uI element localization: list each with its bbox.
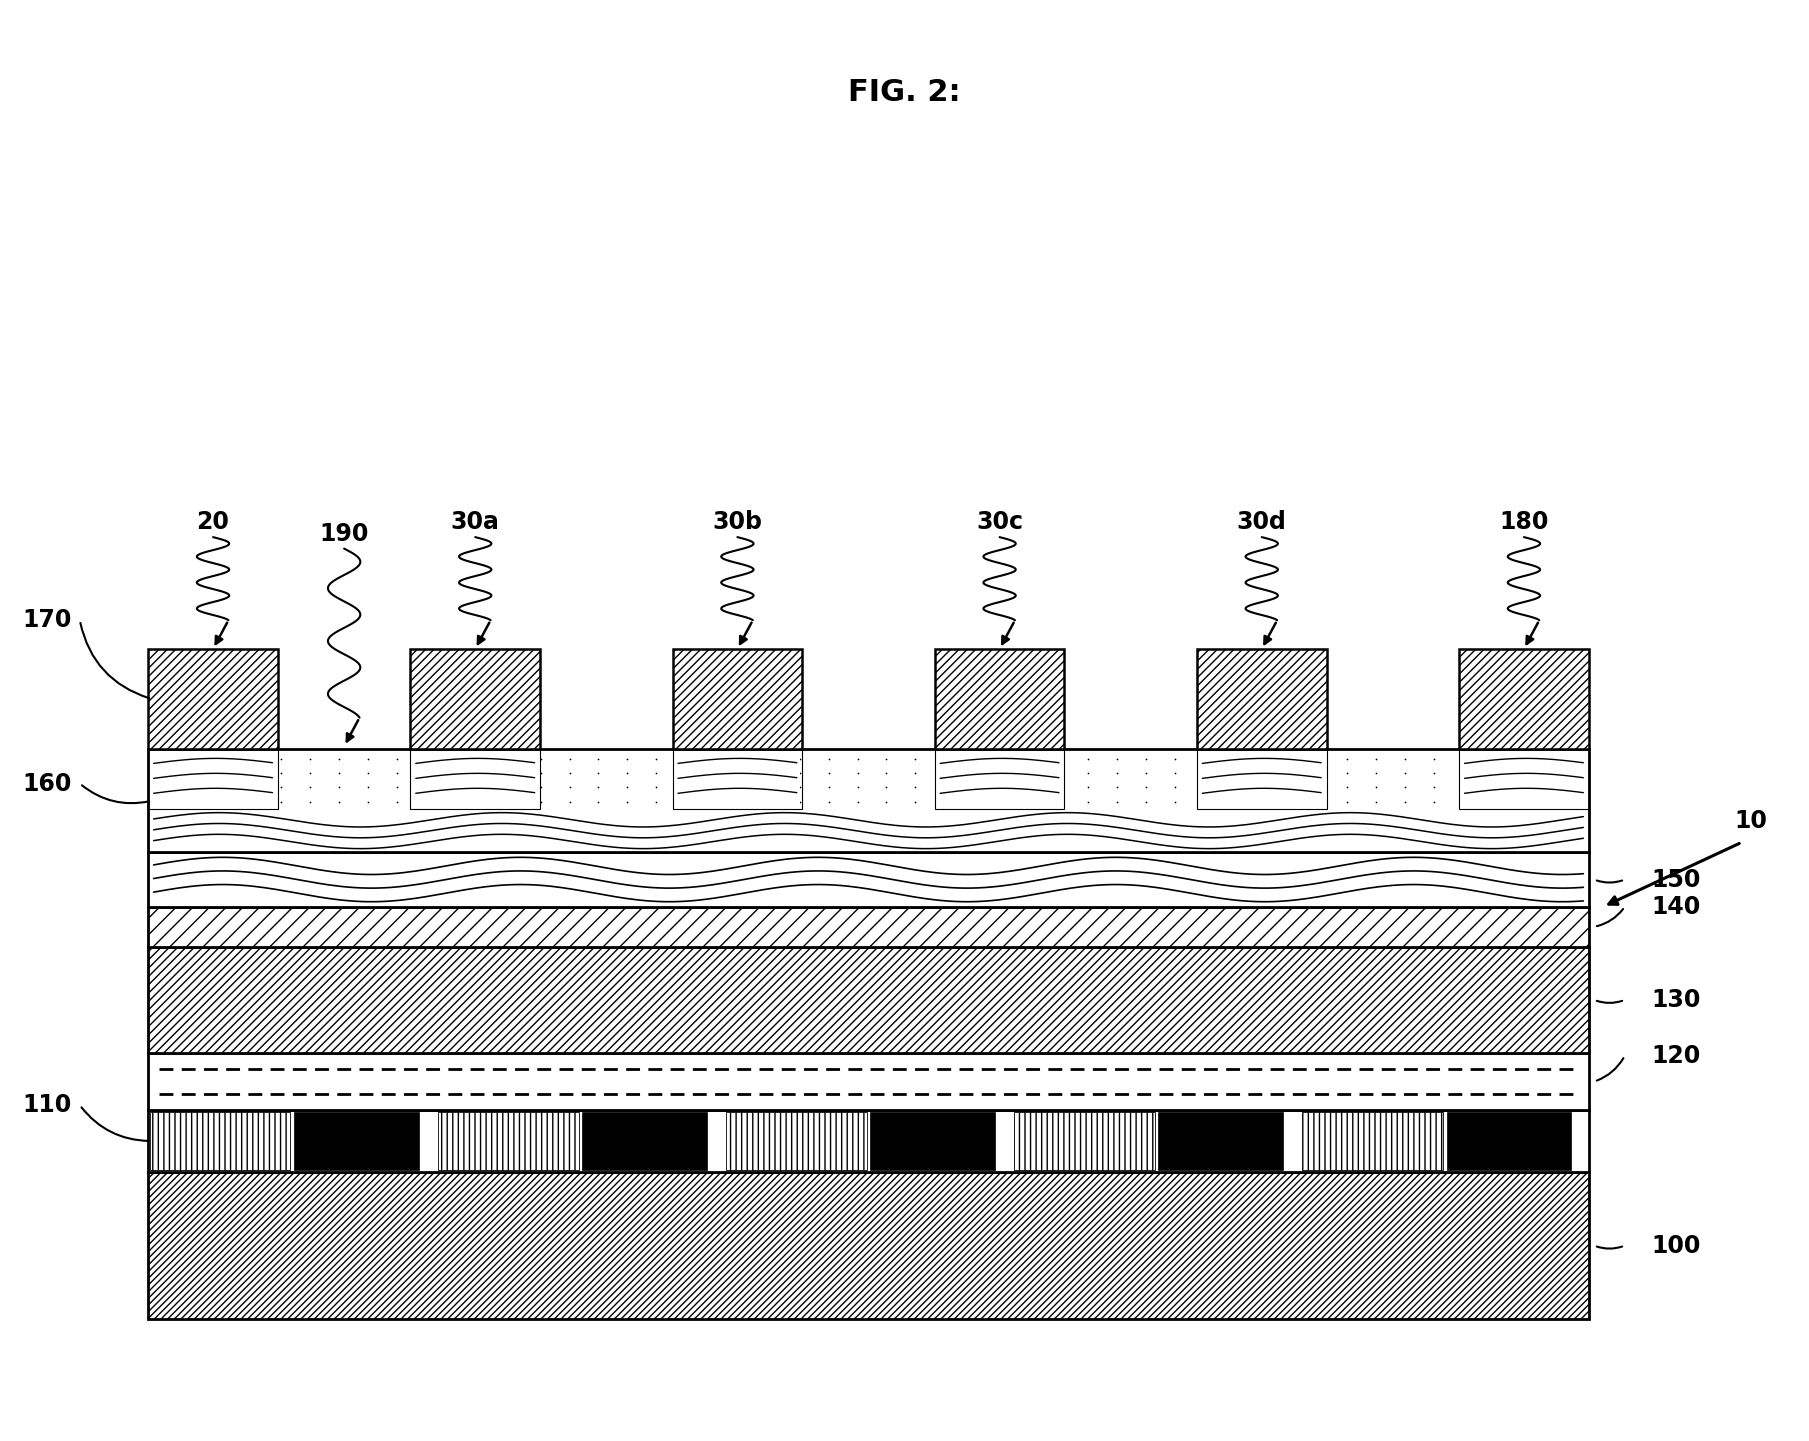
Text: 160: 160 [22,771,72,795]
Bar [725,1111,867,1170]
Bar [675,751,800,808]
Text: 170: 170 [22,608,72,633]
Bar [148,1172,1588,1320]
Text: 120: 120 [1652,1043,1700,1068]
Text: 190: 190 [320,522,369,546]
Text: 10: 10 [1735,808,1767,833]
Bar [673,648,801,749]
Text: 30b: 30b [713,510,762,535]
Bar [148,1110,1588,1172]
Text: 130: 130 [1652,989,1700,1012]
Bar [1447,1111,1572,1170]
Text: 20: 20 [197,510,230,535]
Bar [148,749,1588,852]
Text: 100: 100 [1652,1233,1700,1258]
Bar [1198,648,1326,749]
Bar [1198,749,1326,808]
Text: 30d: 30d [1237,510,1286,535]
Bar [148,947,1588,1053]
Bar [1462,751,1586,808]
Text: 140: 140 [1652,895,1700,919]
Bar [1460,749,1588,808]
Bar [148,648,279,749]
Text: 180: 180 [1500,510,1549,535]
Bar [438,1111,579,1170]
Bar [582,1111,707,1170]
Bar [1158,1111,1283,1170]
Bar [937,751,1062,808]
Bar [148,852,1588,906]
Bar [1460,648,1588,749]
Bar [148,749,279,808]
Bar [150,1111,291,1170]
Bar [935,749,1064,808]
Bar [148,1053,1588,1110]
Bar [412,751,539,808]
Bar [1302,1111,1444,1170]
Text: 30a: 30a [450,510,499,535]
Bar [295,1111,420,1170]
Bar [148,906,1588,947]
Bar [411,749,541,808]
Bar [935,648,1064,749]
Text: FIG. 2:: FIG. 2: [848,78,961,108]
Bar [411,648,541,749]
Bar [1199,751,1324,808]
Text: 150: 150 [1652,867,1700,892]
Bar [870,1111,995,1170]
Bar [673,749,801,808]
Bar [150,751,277,808]
Text: 110: 110 [22,1094,71,1117]
Bar [1015,1111,1154,1170]
Text: 30c: 30c [977,510,1024,535]
